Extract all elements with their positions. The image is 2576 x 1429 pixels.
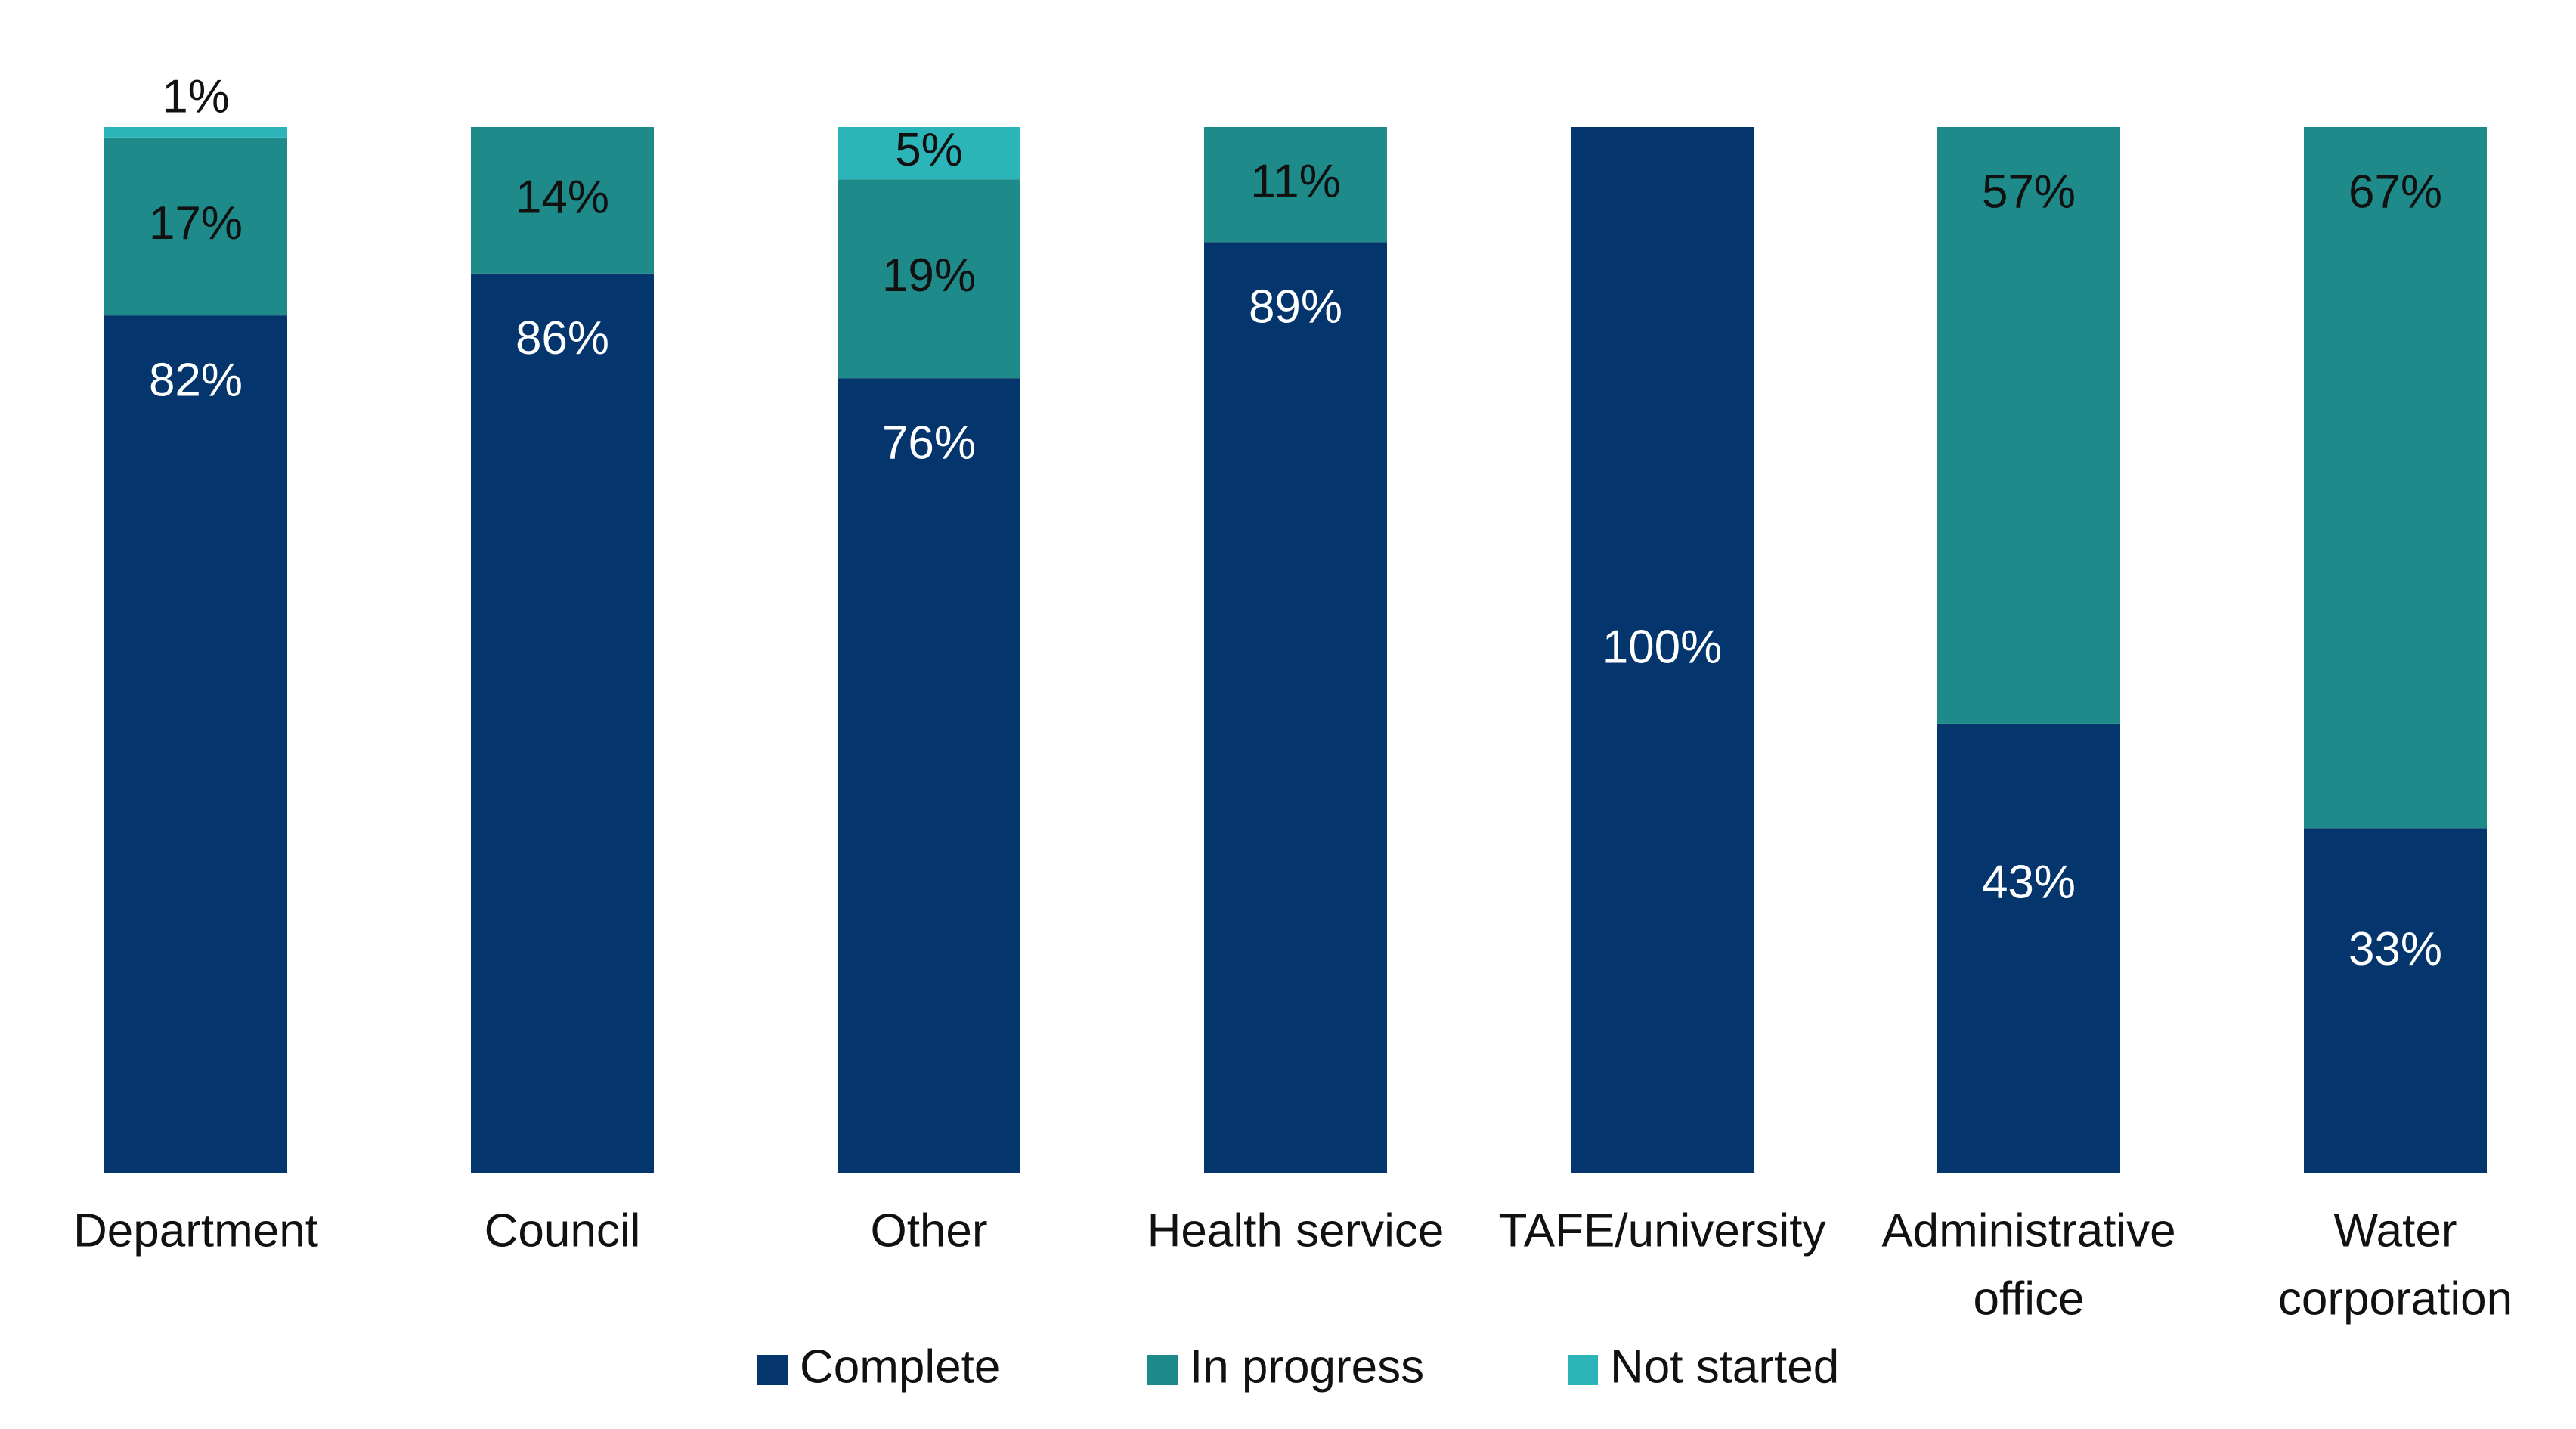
legend-swatch-complete [757, 1355, 788, 1385]
legend-swatch-in-progress [1147, 1355, 1178, 1385]
bar-health-service-in-progress [1204, 127, 1387, 243]
legend-label-in-progress: In progress [1190, 1341, 1424, 1393]
bar-other-complete [838, 378, 1020, 1173]
data-label-department-complete: 82% [149, 354, 243, 406]
data-label-water-corporation-in-progress: 67% [2348, 166, 2442, 218]
x-tick-label-water-corporation-line-2: corporation [2278, 1272, 2513, 1325]
bar-council-in-progress [471, 127, 654, 274]
legend: Complete In progress Not started [757, 1341, 1839, 1393]
data-label-department-not-started: 1% [162, 70, 230, 122]
bar-administrative-office-complete [1937, 723, 2120, 1173]
data-label-health-service-complete: 89% [1249, 281, 1342, 333]
data-label-health-service-in-progress: 11% [1250, 155, 1341, 207]
bar-administrative-office-in-progress [1937, 127, 2120, 724]
data-label-other-complete: 76% [882, 417, 976, 470]
x-tick-label-water-corporation-line-1: Water [2333, 1204, 2457, 1257]
data-label-tafe-university-complete: 100% [1602, 621, 1723, 673]
bar-water-corporation-complete [2304, 828, 2487, 1173]
bar-labels-group: 82% 17% 1% 86% 14% 76% 19% 5% 89% 11% 100% 43% 57% 33… [149, 70, 2442, 975]
legend-label-not-started: Not started [1610, 1341, 1839, 1393]
data-label-administrative-office-in-progress: 57% [1982, 166, 2076, 218]
data-label-council-in-progress: 14% [516, 171, 609, 223]
x-tick-label-administrative-office-line-2: office [1973, 1272, 2084, 1325]
bars-group [104, 127, 2487, 1173]
data-label-water-corporation-complete: 33% [2348, 923, 2442, 975]
data-label-other-in-progress: 19% [882, 250, 976, 302]
x-tick-label-other: Other [870, 1204, 987, 1257]
bar-department-in-progress [104, 137, 287, 316]
x-tick-label-tafe-university: TAFE/university [1499, 1204, 1826, 1257]
bar-tafe-university-complete [1571, 127, 1754, 1173]
x-tick-label-council: Council [485, 1204, 641, 1257]
x-tick-label-department: Department [73, 1204, 318, 1257]
bar-department-complete [104, 315, 287, 1173]
legend-swatch-not-started [1568, 1355, 1598, 1385]
x-axis-labels: Department Council Other Health service TAFE… [73, 1204, 2513, 1325]
bar-department-not-started [104, 127, 287, 138]
bar-other-not-started [838, 127, 1020, 180]
x-tick-label-administrative-office-line-1: Administrative [1881, 1204, 2175, 1257]
data-label-other-not-started: 5% [895, 124, 963, 176]
bar-water-corporation-in-progress [2304, 127, 2487, 829]
bar-health-service-complete [1204, 242, 1387, 1173]
x-tick-label-health-service: Health service [1147, 1204, 1444, 1257]
data-label-department-in-progress: 17% [149, 197, 243, 250]
legend-label-complete: Complete [800, 1341, 1000, 1393]
data-label-council-complete: 86% [516, 312, 609, 364]
bar-other-in-progress [838, 179, 1020, 379]
bar-council-complete [471, 273, 654, 1173]
data-label-administrative-office-complete: 43% [1982, 856, 2076, 908]
